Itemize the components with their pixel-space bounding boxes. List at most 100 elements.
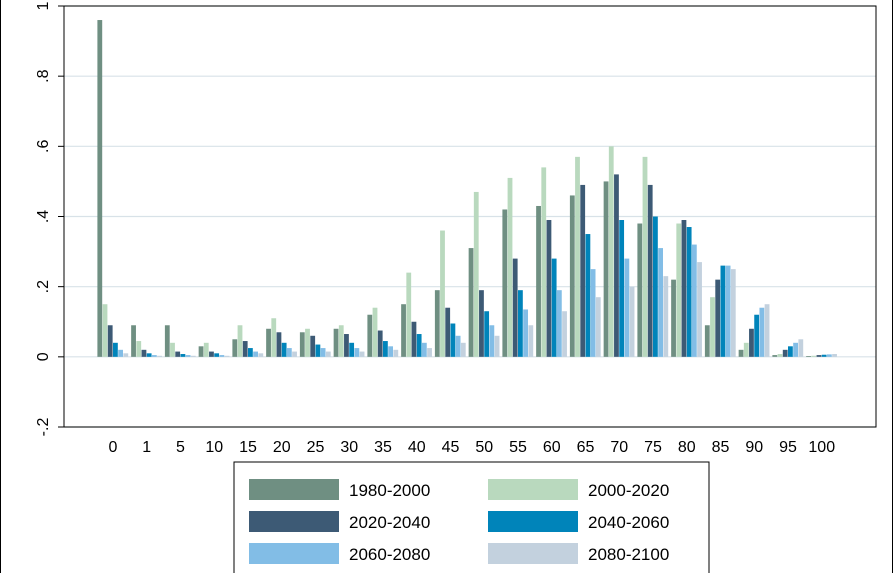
- bar: [393, 349, 399, 357]
- bar-series-group: [97, 20, 837, 357]
- bar: [663, 276, 669, 357]
- bar: [276, 332, 282, 357]
- y-tick-label: .4: [35, 210, 52, 223]
- bar: [325, 351, 331, 357]
- bar: [214, 353, 220, 357]
- bar: [219, 355, 225, 357]
- bar: [164, 325, 170, 357]
- bar: [551, 258, 557, 357]
- bar: [725, 265, 731, 357]
- bar: [102, 304, 108, 357]
- x-tick-label: 85: [712, 439, 730, 456]
- bar: [248, 348, 253, 357]
- bar: [686, 227, 692, 357]
- bar: [676, 223, 682, 357]
- y-tick-label: .2: [35, 280, 52, 293]
- bar: [681, 220, 687, 357]
- x-tick-label: 5: [176, 439, 185, 456]
- bar: [653, 216, 658, 357]
- bar: [180, 354, 186, 357]
- bar: [518, 290, 523, 357]
- legend-label: 2080-2100: [588, 545, 669, 564]
- bar: [281, 342, 287, 357]
- bar: [141, 349, 147, 357]
- bar: [642, 156, 648, 357]
- bar: [315, 344, 321, 357]
- bar: [811, 355, 817, 357]
- bar: [619, 220, 625, 357]
- bar: [603, 181, 609, 357]
- bar: [546, 220, 552, 357]
- bar: [253, 351, 258, 357]
- bar: [749, 328, 754, 357]
- bar: [556, 290, 562, 357]
- bar: [118, 349, 123, 357]
- bar: [232, 339, 238, 357]
- legend-swatch: [488, 543, 578, 564]
- legend-swatch: [488, 479, 578, 500]
- bar: [743, 342, 749, 357]
- legend-label: 2020-2040: [349, 513, 430, 532]
- bar: [793, 342, 798, 357]
- legend-label: 1980-2000: [349, 481, 430, 500]
- x-tick-label: 0: [109, 439, 118, 456]
- bar: [97, 20, 103, 357]
- x-tick-label: 50: [475, 439, 493, 456]
- bar: [777, 354, 783, 357]
- bar: [299, 332, 305, 357]
- bar: [411, 321, 417, 357]
- bar: [185, 355, 191, 357]
- bar: [320, 348, 326, 357]
- bar: [502, 209, 508, 357]
- bar: [372, 307, 378, 357]
- bar: [479, 290, 484, 357]
- x-tick-label: 40: [408, 439, 426, 456]
- x-tick-label: 1: [142, 439, 151, 456]
- x-tick-label: 70: [610, 439, 628, 456]
- x-tick-label: 100: [808, 439, 835, 456]
- bar: [798, 339, 804, 357]
- bar: [647, 184, 653, 357]
- bar: [455, 335, 461, 357]
- bar: [383, 341, 388, 357]
- bar: [782, 349, 788, 357]
- x-tick-label: 90: [745, 439, 763, 456]
- bar: [388, 346, 393, 357]
- bar: [484, 311, 490, 357]
- x-tick-label: 95: [779, 439, 797, 456]
- legend-label: 2040-2060: [588, 513, 669, 532]
- bar: [473, 191, 479, 357]
- bar: [190, 355, 196, 357]
- bar: [541, 167, 547, 357]
- bar: [569, 195, 575, 357]
- bar: [691, 244, 697, 357]
- x-tick-label: 25: [307, 439, 325, 456]
- bar: [406, 272, 412, 357]
- bar: [333, 328, 339, 357]
- bar: [377, 330, 383, 357]
- legend-swatch: [249, 511, 339, 532]
- bar: [575, 156, 580, 357]
- bar: [146, 353, 152, 357]
- bar: [286, 348, 292, 357]
- x-tick-label: 65: [577, 439, 595, 456]
- bar: [788, 346, 793, 357]
- bar: [310, 335, 316, 357]
- bar: [440, 230, 445, 357]
- x-tick-label: 80: [678, 439, 696, 456]
- bar: [671, 279, 676, 357]
- bar: [292, 351, 297, 357]
- bar: [730, 269, 736, 357]
- x-tick-label: 20: [273, 439, 291, 456]
- bar: [816, 355, 822, 357]
- bar: [821, 354, 827, 357]
- bar: [136, 341, 142, 357]
- bar: [562, 311, 567, 357]
- bar: [580, 184, 586, 357]
- bar: [637, 223, 643, 357]
- y-tick-label: .6: [35, 140, 52, 153]
- bar: [528, 325, 534, 357]
- bar: [624, 258, 630, 357]
- bar: [738, 349, 744, 357]
